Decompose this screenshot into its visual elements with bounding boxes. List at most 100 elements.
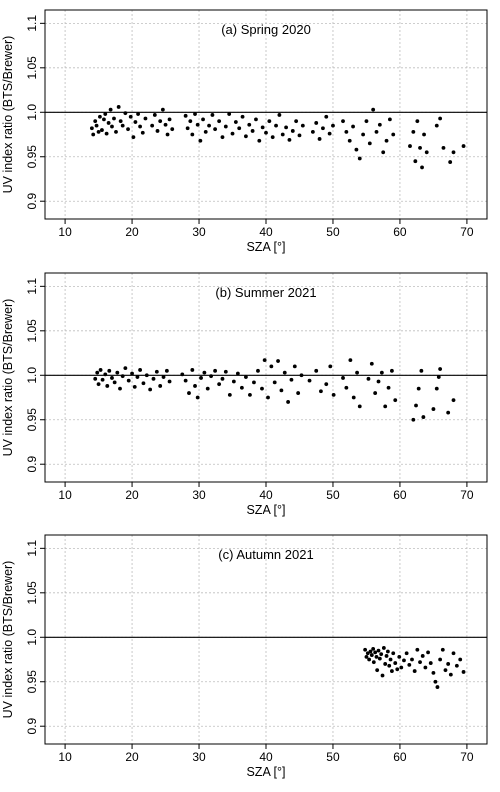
data-point — [408, 144, 412, 148]
data-point — [104, 131, 109, 136]
data-point — [205, 386, 210, 391]
data-point — [126, 378, 131, 383]
data-point — [328, 364, 333, 369]
data-point — [331, 392, 336, 397]
data-point — [454, 663, 459, 668]
data-point — [371, 646, 376, 651]
data-point — [371, 660, 376, 665]
data-point — [107, 368, 112, 373]
data-point — [279, 388, 284, 393]
x-tick-label: 70 — [460, 750, 474, 764]
data-point — [461, 144, 466, 148]
data-point — [244, 134, 248, 139]
data-point — [161, 375, 166, 379]
data-point — [428, 661, 433, 665]
x-tick-label: 50 — [326, 488, 340, 502]
x-tick-label: 60 — [393, 488, 407, 502]
data-point — [163, 122, 168, 127]
data-point — [136, 112, 140, 116]
data-point — [420, 654, 425, 658]
data-point — [354, 147, 359, 152]
data-point — [272, 380, 277, 385]
data-point — [341, 119, 345, 124]
data-point — [357, 404, 362, 409]
data-point — [98, 368, 103, 372]
data-point — [223, 369, 228, 374]
data-point — [103, 372, 108, 377]
data-point — [393, 661, 398, 665]
data-point — [110, 124, 114, 129]
data-point — [120, 123, 125, 128]
data-point — [126, 127, 130, 132]
x-tick-label: 30 — [192, 750, 206, 764]
data-point — [402, 658, 406, 663]
data-point — [254, 117, 258, 122]
data-point — [116, 105, 121, 109]
data-point — [383, 404, 388, 409]
data-point — [187, 391, 191, 395]
data-point — [239, 385, 244, 390]
data-point — [386, 385, 391, 390]
data-point — [199, 376, 203, 380]
data-point — [118, 386, 122, 391]
data-point — [424, 150, 429, 155]
data-point — [269, 364, 274, 369]
data-point — [133, 120, 138, 124]
data-point — [93, 119, 98, 124]
data-point — [123, 366, 128, 371]
data-point — [296, 391, 301, 395]
data-point — [411, 129, 416, 134]
data-point — [414, 403, 418, 408]
data-point — [287, 137, 292, 142]
data-point — [114, 129, 118, 134]
data-point — [365, 651, 370, 656]
data-point — [434, 386, 439, 391]
x-tick-label: 50 — [326, 225, 340, 239]
data-point — [347, 138, 352, 143]
x-tick-label: 50 — [326, 750, 340, 764]
data-point — [451, 651, 456, 656]
data-point — [193, 112, 197, 116]
x-tick-label: 70 — [460, 225, 474, 239]
data-point — [369, 653, 374, 657]
data-point — [112, 380, 117, 385]
data-point — [100, 128, 104, 132]
data-point — [374, 654, 379, 659]
data-point — [138, 368, 142, 372]
data-point — [100, 377, 105, 382]
data-point — [448, 160, 453, 164]
data-point — [277, 113, 282, 117]
data-point — [433, 679, 438, 684]
panel-title: (a) Spring 2020 — [221, 22, 311, 37]
x-tick-label: 30 — [192, 488, 206, 502]
data-point — [380, 673, 385, 678]
data-point — [377, 656, 382, 661]
data-point — [257, 138, 262, 143]
data-point — [395, 667, 400, 672]
data-point — [416, 386, 421, 391]
data-point — [190, 368, 195, 372]
data-point — [132, 384, 137, 389]
data-point — [375, 668, 380, 673]
data-point — [264, 130, 268, 135]
data-point — [391, 132, 396, 137]
data-point — [327, 131, 332, 136]
data-point — [368, 649, 373, 654]
data-point — [351, 395, 356, 400]
data-point — [391, 651, 396, 656]
y-tick-label: 1.0 — [25, 104, 39, 121]
data-point — [231, 379, 236, 384]
data-point — [143, 116, 148, 121]
data-point — [422, 132, 426, 137]
data-point — [289, 377, 294, 382]
data-point — [435, 685, 440, 689]
data-point — [120, 374, 125, 379]
data-point — [419, 368, 424, 373]
data-point — [167, 379, 172, 384]
data-point — [195, 395, 200, 400]
data-point — [94, 123, 99, 128]
data-point — [438, 367, 443, 371]
y-axis-label: UV index ratio (BTS/Brewer) — [1, 299, 15, 457]
data-point — [399, 665, 404, 670]
